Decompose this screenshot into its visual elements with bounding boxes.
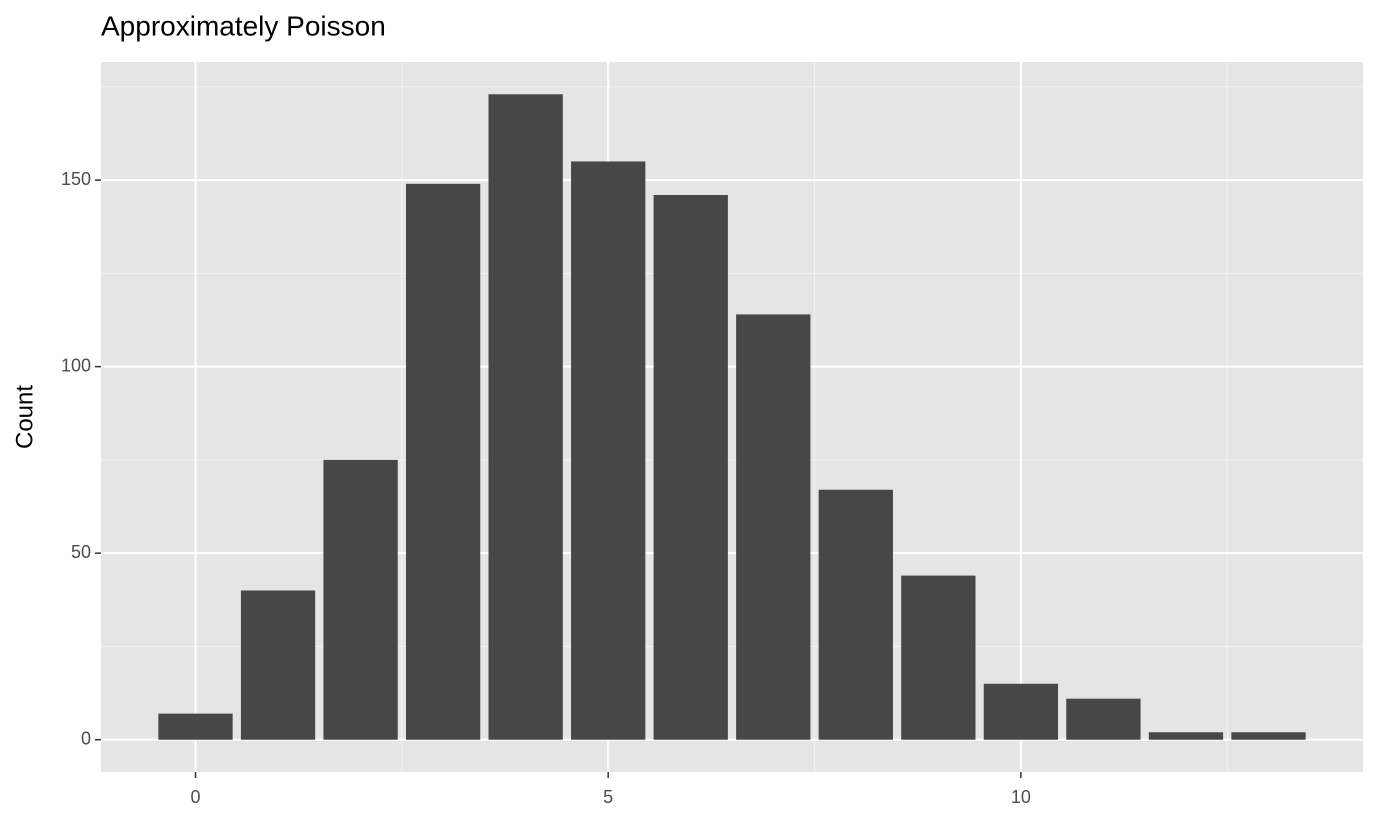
bar <box>1148 732 1224 740</box>
y-axis-label: Count <box>11 385 38 449</box>
bar <box>405 183 481 740</box>
bar <box>818 489 893 740</box>
y-tick-label: 100 <box>61 355 91 375</box>
x-tick-label: 10 <box>1011 787 1031 807</box>
bar <box>901 575 976 740</box>
bar <box>158 713 233 740</box>
bar <box>240 590 316 740</box>
y-tick-label: 0 <box>81 728 91 748</box>
x-tick-label: 5 <box>603 787 613 807</box>
bar <box>1066 698 1141 740</box>
bar <box>488 94 563 740</box>
bar <box>736 314 811 740</box>
bar <box>983 683 1059 740</box>
chart-title: Approximately Poisson <box>101 10 386 41</box>
bar <box>323 459 398 740</box>
bar <box>653 195 728 740</box>
y-tick-label: 50 <box>71 542 91 562</box>
bar <box>1231 732 1306 740</box>
bar <box>571 161 646 740</box>
y-tick-label: 150 <box>61 169 91 189</box>
x-tick-label: 0 <box>190 787 200 807</box>
